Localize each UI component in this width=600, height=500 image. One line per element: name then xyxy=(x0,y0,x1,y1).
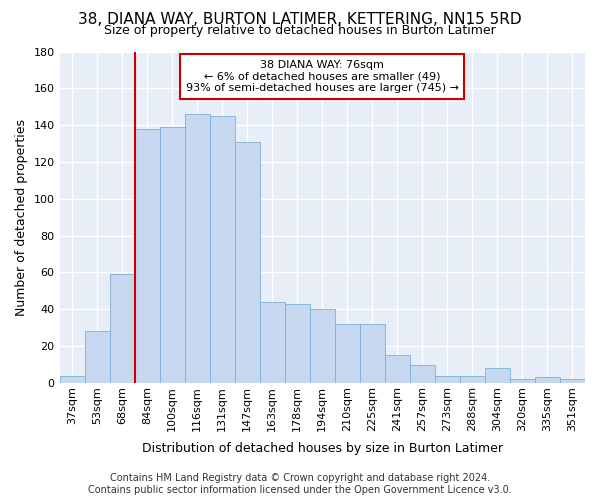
Bar xyxy=(385,356,410,383)
Bar xyxy=(235,142,260,383)
Y-axis label: Number of detached properties: Number of detached properties xyxy=(15,118,28,316)
Bar xyxy=(285,304,310,383)
Bar xyxy=(160,127,185,383)
Bar xyxy=(209,116,235,383)
Text: Size of property relative to detached houses in Burton Latimer: Size of property relative to detached ho… xyxy=(104,24,496,37)
Bar xyxy=(310,310,335,383)
Bar xyxy=(335,324,360,383)
Bar xyxy=(560,380,585,383)
Bar xyxy=(85,332,110,383)
Text: 38, DIANA WAY, BURTON LATIMER, KETTERING, NN15 5RD: 38, DIANA WAY, BURTON LATIMER, KETTERING… xyxy=(78,12,522,28)
Text: Contains HM Land Registry data © Crown copyright and database right 2024.
Contai: Contains HM Land Registry data © Crown c… xyxy=(88,474,512,495)
X-axis label: Distribution of detached houses by size in Burton Latimer: Distribution of detached houses by size … xyxy=(142,442,503,455)
Bar xyxy=(510,380,535,383)
Bar xyxy=(360,324,385,383)
Bar xyxy=(435,376,460,383)
Bar xyxy=(110,274,134,383)
Bar xyxy=(460,376,485,383)
Bar xyxy=(260,302,285,383)
Bar xyxy=(134,129,160,383)
Bar xyxy=(59,376,85,383)
Bar xyxy=(485,368,510,383)
Bar xyxy=(185,114,209,383)
Bar xyxy=(410,364,435,383)
Bar xyxy=(535,378,560,383)
Text: 38 DIANA WAY: 76sqm
← 6% of detached houses are smaller (49)
93% of semi-detache: 38 DIANA WAY: 76sqm ← 6% of detached hou… xyxy=(186,60,459,93)
